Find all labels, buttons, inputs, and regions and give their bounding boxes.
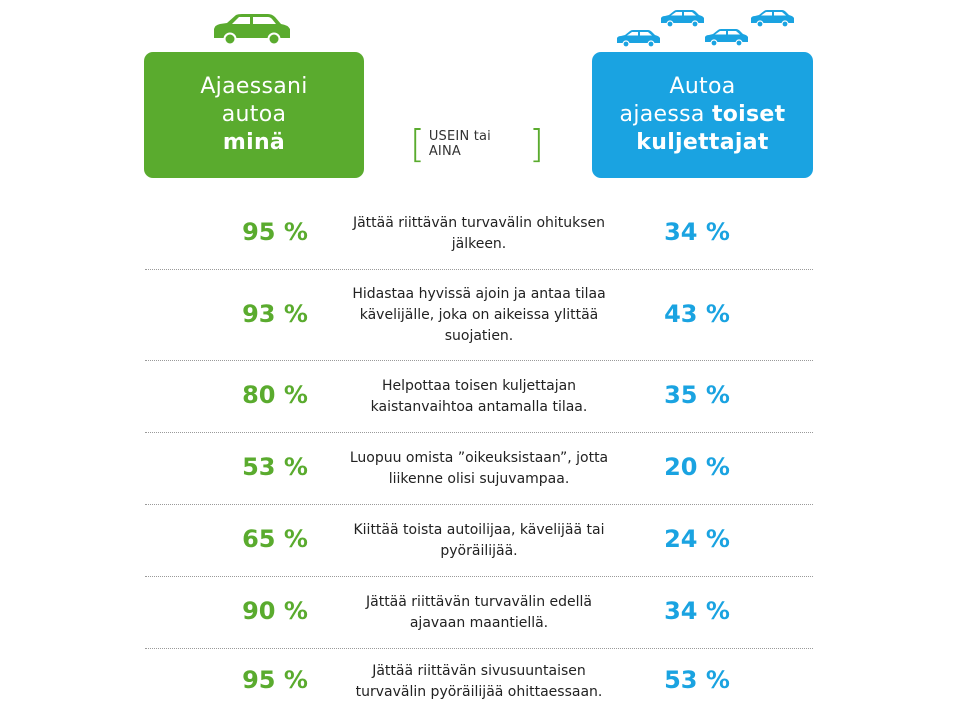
my-value: 80 % [242,381,308,409]
header-line-strong: minä [222,130,286,155]
my-value: 53 % [242,453,308,481]
others-value: 43 % [664,299,730,328]
frequency-label: [ USEIN tai AINA ] [410,124,544,164]
table-row: 80 % Helpottaa toisen kuljettajan kaistan… [145,361,813,433]
behavior-description: Kiittää toista autoilijaa, kävelijää tai… [353,522,605,559]
my-value: 65 % [242,525,308,553]
table-row: 90 % Jättää riittävän turvavälin edellä a… [145,577,813,649]
my-value: 93 % [242,299,308,328]
bracket-right-icon: ] [529,122,544,166]
table-row: 95 % Jättää riittävän turvavälin ohitukse… [145,198,813,270]
others-driving-header: Autoa ajaessa toiset kuljettajat [592,52,813,178]
others-value: 53 % [664,666,730,694]
behavior-description: Jättää riittävän turvavälin ohituksen jä… [352,215,606,252]
bracket-left-icon: [ [410,122,425,166]
row-divider [145,432,813,433]
table-row: 53 % Luopuu omista ”oikeuksistaan”, jotta… [145,433,813,505]
behavior-description: Helpottaa toisen kuljettajan kaistanvaih… [370,378,588,415]
others-value: 20 % [664,453,730,481]
my-value: 95 % [242,666,308,694]
frequency-label-text: USEIN tai AINA [428,129,491,159]
others-value: 34 % [664,218,730,246]
others-value: 24 % [664,525,730,553]
behavior-description: Hidastaa hyvissä ajoin ja antaa tilaa kä… [352,286,606,344]
row-divider [145,648,813,649]
row-divider [145,360,813,361]
table-row: 65 % Kiittää toista autoilijaa, kävelijää… [145,505,813,577]
header-line: Autoa [669,74,736,99]
others-value: 35 % [664,381,730,409]
header-line: Ajaessani [200,74,308,99]
car-icon [214,14,290,46]
header-line: autoa [221,102,287,127]
behavior-description: Luopuu omista ”oikeuksistaan”, jotta lii… [349,450,609,487]
behavior-description: Jättää riittävän turvavälin edellä ajava… [366,594,592,631]
cars-group-icon [617,10,794,48]
row-divider [145,269,813,270]
header-line: ajaessa toiset [619,102,786,127]
table-row: 95 % Jättää riittävän sivusuuntaisen turv… [145,649,813,715]
header-line-strong: kuljettajat [636,130,769,155]
my-driving-header: Ajaessani autoa minä [144,52,364,178]
my-value: 95 % [242,218,308,246]
row-divider [145,576,813,577]
my-value: 90 % [242,597,308,625]
others-value: 34 % [664,597,730,625]
table-row: 93 % Hidastaa hyvissä ajoin ja antaa tila… [145,270,813,361]
row-divider [145,504,813,505]
behavior-description: Jättää riittävän sivusuuntaisen turvaväl… [355,663,603,700]
